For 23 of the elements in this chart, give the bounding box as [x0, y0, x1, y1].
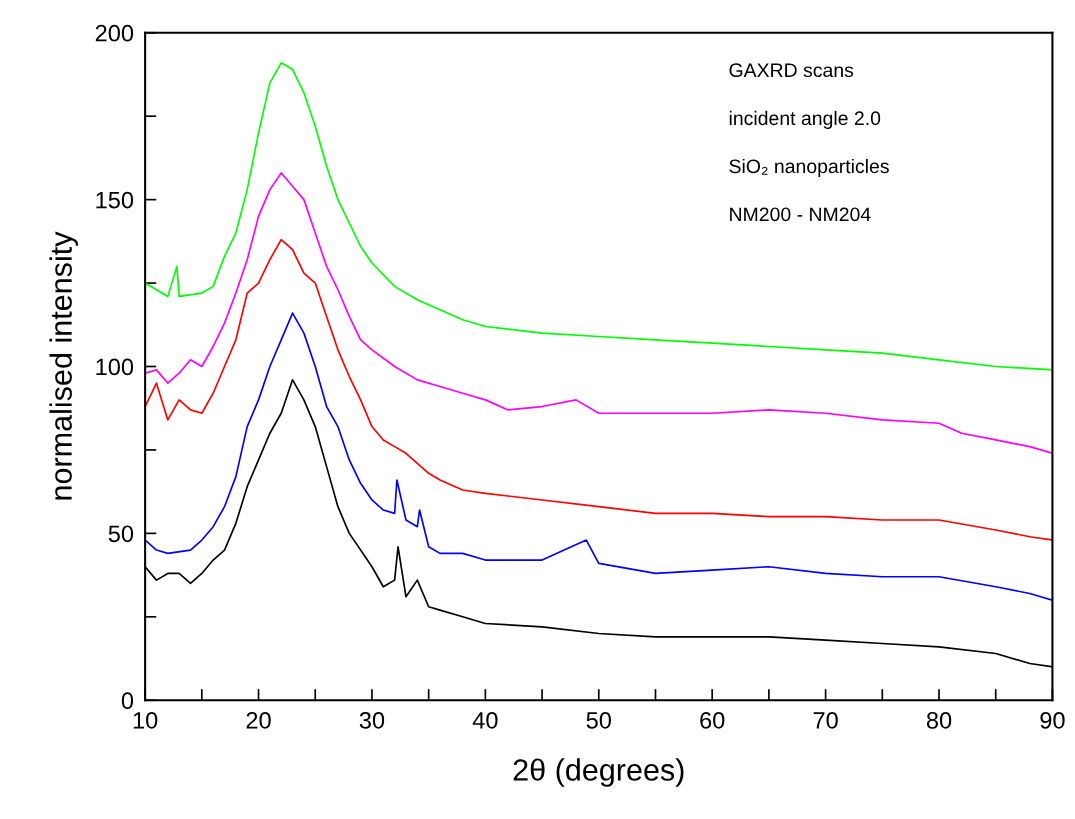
y-tick-label: 50	[108, 525, 134, 543]
x-tick-label: 90	[1040, 711, 1065, 729]
x-tick-label: 30	[359, 711, 385, 729]
annotation: GAXRD scans	[729, 63, 854, 78]
x-tick-label: 20	[246, 711, 271, 729]
x-axis-title: 2θ (degrees)	[513, 758, 684, 787]
x-tick-label: 60	[700, 711, 725, 729]
x-tick-label: 80	[926, 711, 952, 729]
y-axis-title: normalised intensity	[49, 231, 78, 500]
y-tick-label: 0	[121, 692, 134, 710]
line-series	[145, 312, 1053, 601]
y-tick-label: 100	[96, 358, 134, 376]
line-series	[145, 61, 1053, 371]
x-tick-label: 40	[472, 711, 498, 729]
annotation: SiO₂ nanoparticles	[729, 158, 889, 178]
y-tick-label: 150	[96, 191, 134, 209]
annotation: incident angle 2.0	[729, 110, 881, 129]
x-tick-label: 10	[133, 711, 158, 729]
annotation: NM200 - NM204	[730, 207, 871, 222]
x-tick-label: 70	[813, 711, 838, 729]
line-series	[145, 238, 1053, 541]
x-tick-label: 50	[586, 711, 611, 729]
y-tick-label: 200	[95, 24, 134, 42]
